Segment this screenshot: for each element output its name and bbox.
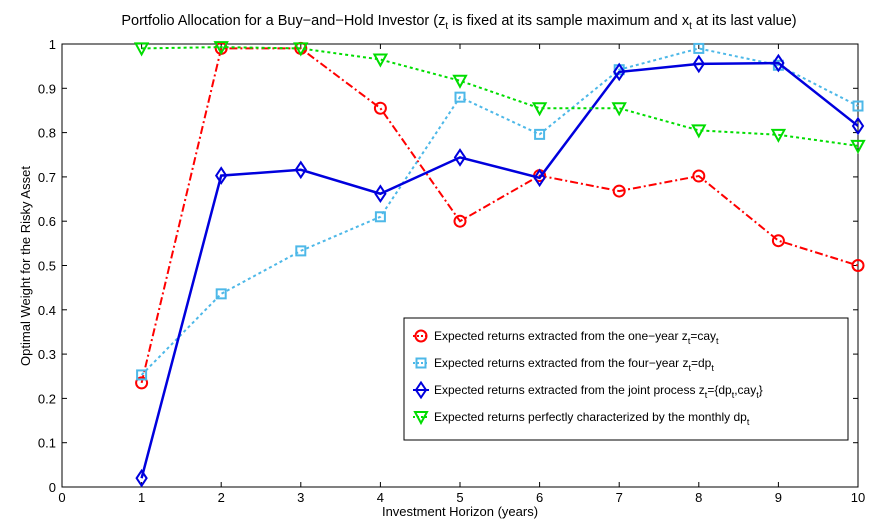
legend-marker <box>415 357 427 369</box>
data-point-marker <box>454 91 466 103</box>
series-1 <box>135 41 865 390</box>
data-point-marker <box>851 259 865 272</box>
series-line <box>140 61 859 479</box>
data-point-marker <box>693 42 705 54</box>
x-tick-label: 0 <box>58 490 65 505</box>
data-point-marker <box>214 166 228 185</box>
data-point-marker <box>213 41 229 56</box>
data-point-marker <box>611 102 627 117</box>
legend-marker <box>414 329 428 343</box>
x-tick-label: 6 <box>536 490 543 505</box>
y-tick-label: 0.6 <box>38 214 56 229</box>
data-point-marker <box>772 53 785 73</box>
y-tick-label: 0.7 <box>38 170 56 185</box>
y-tick-label: 0.2 <box>38 391 56 406</box>
data-point-marker <box>453 214 467 228</box>
legend-label: Expected returns extracted from the join… <box>434 383 763 400</box>
legend-label: Expected returns extracted from the one−… <box>434 329 719 346</box>
legend-item: Expected returns extracted from the join… <box>413 380 763 400</box>
data-point-marker <box>136 369 148 381</box>
data-point-marker <box>692 54 706 74</box>
y-tick-label: 0.4 <box>38 303 56 318</box>
data-point-marker <box>374 211 386 223</box>
y-tick-label: 0.9 <box>38 81 56 96</box>
data-point-marker <box>452 74 468 89</box>
chart-title: Portfolio Allocation for a Buy−and−Hold … <box>121 13 796 32</box>
legend-label: Expected returns extracted from the four… <box>434 356 714 373</box>
data-point-marker <box>533 168 546 188</box>
y-tick-label: 0 <box>49 480 56 495</box>
x-tick-label: 2 <box>218 490 225 505</box>
data-point-marker <box>612 62 626 82</box>
series-line <box>141 46 859 147</box>
data-point-marker <box>372 53 389 68</box>
series-4 <box>133 41 866 154</box>
data-point-marker <box>453 148 467 167</box>
y-tick-label: 0.1 <box>38 436 56 451</box>
data-point-marker <box>294 160 308 180</box>
series-line <box>140 47 859 384</box>
data-point-marker <box>691 124 707 139</box>
data-point-marker <box>852 100 864 112</box>
legend-label: Expected returns perfectly characterized… <box>434 410 750 427</box>
legend-box <box>403 317 849 441</box>
legend-item: Expected returns perfectly characterized… <box>413 410 750 427</box>
series-line <box>140 47 859 376</box>
x-tick-label: 10 <box>851 490 865 505</box>
x-tick-label: 8 <box>695 490 702 505</box>
y-tick-label: 0.3 <box>38 347 56 362</box>
x-tick-label: 3 <box>297 490 304 505</box>
legend-marker <box>414 380 428 400</box>
series-layer <box>133 41 866 488</box>
x-tick-label: 7 <box>616 490 623 505</box>
y-axis: 0 0.1 0.2 0.3 0.4 0.5 0.6 0.7 0.8 0.9 1 <box>38 37 858 495</box>
data-point-marker <box>135 468 148 488</box>
legend-item: Expected returns extracted from the four… <box>413 356 714 373</box>
data-point-marker <box>295 245 307 257</box>
x-axis-title: Investment Horizon (years) <box>382 504 538 519</box>
data-point-marker <box>293 42 309 57</box>
y-axis-title: Optimal Weight for the Risky Asset <box>18 166 33 366</box>
data-point-marker <box>531 102 548 117</box>
data-point-marker <box>215 288 227 300</box>
y-tick-label: 1 <box>49 37 56 52</box>
x-tick-label: 1 <box>138 490 145 505</box>
data-point-marker <box>770 128 787 143</box>
data-point-marker <box>133 42 150 57</box>
x-tick-label: 4 <box>377 490 384 505</box>
data-point-marker <box>850 139 866 154</box>
x-axis: 0 1 2 3 4 5 6 7 8 9 10 <box>58 44 865 505</box>
data-point-marker <box>771 234 785 248</box>
data-point-marker <box>534 128 546 140</box>
legend-marker <box>413 411 429 426</box>
data-point-marker <box>612 184 626 198</box>
data-point-marker <box>135 376 149 390</box>
y-tick-label: 0.8 <box>38 126 56 141</box>
y-tick-label: 0.5 <box>38 259 56 274</box>
legend-item: Expected returns extracted from the one−… <box>413 329 719 346</box>
series-3 <box>135 53 865 488</box>
legend: Expected returns extracted from the one−… <box>403 317 849 441</box>
x-tick-label: 5 <box>456 490 463 505</box>
data-point-marker <box>692 169 706 183</box>
data-point-marker <box>374 184 387 204</box>
data-point-marker <box>851 116 865 136</box>
x-tick-label: 9 <box>775 490 782 505</box>
data-point-marker <box>373 101 387 115</box>
